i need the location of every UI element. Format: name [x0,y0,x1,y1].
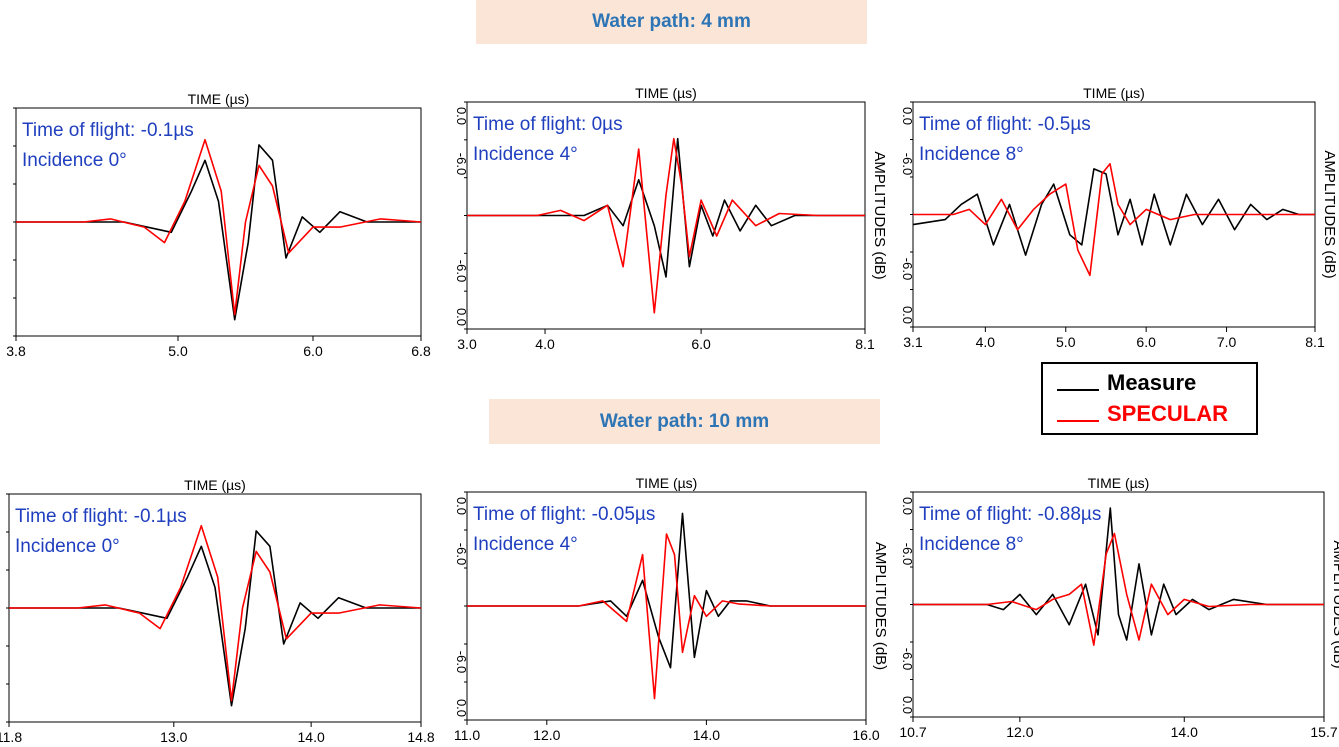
series-line-specular [913,532,1324,646]
x-tick-label: 16.0 [852,727,879,743]
series-line-measure [913,507,1324,641]
x-tick-label: 14.0 [693,727,720,743]
x-tick-label: 13.0 [160,729,187,745]
chart-legend: Measure SPECULAR [1041,362,1258,435]
chart-panel-4: TIME (µs) 11.8 13.0 14.0 14.8 Time of flight:… [0,477,435,745]
series-line-specular [467,137,865,314]
x-tick-label: 6.0 [303,343,323,359]
y-tick-label: -6.0 [454,651,469,673]
y-tick-label: -6.0 [900,648,915,670]
y-tick-label: -6.0 [900,153,915,175]
time-of-flight-annotation: Time of flight: -0.1µs [15,506,187,527]
x-tick-label: 8.1 [1305,334,1325,350]
series-line-specular [16,138,422,316]
water-path-10mm-banner: Water path: 10 mm [489,399,880,444]
x-tick-label: 8.1 [855,336,875,352]
x-axis-label: TIME (µs) [635,85,697,101]
x-tick-label: 3.0 [457,336,477,352]
x-tick-label: 5.0 [1056,334,1076,350]
y-tick-label: 0.0 [900,497,915,515]
x-tick-label: 4.0 [976,334,996,350]
x-axis-label: TIME (µs) [188,91,250,107]
x-tick-label: 14.0 [1171,724,1198,740]
chart-panel-2: TIME (µs) 3.0 4.0 6.0 8.1 0.0 -6.0 -6.0 0.0 AMPLI… [454,85,888,352]
time-of-flight-annotation: Time of flight: -0.05µs [473,504,655,525]
chart-panel-6: TIME (µs) 10.7 12.0 14.0 15.7 0.0 -6.0 -6.0 0.0 A… [899,475,1339,740]
x-tick-label: 5.0 [168,343,188,359]
y-tick-label: -6.0 [454,543,469,565]
x-tick-label: 14.8 [407,729,434,745]
chart-panel-5: TIME (µs) 11.0 12.0 14.0 16.0 0.0 -6.0 -6.0 0.0 A… [454,475,889,743]
x-tick-label: 4.0 [535,336,555,352]
x-tick-label: 12.0 [1006,724,1033,740]
x-axis-label: TIME (µs) [184,477,246,493]
y-tick-label: -6.0 [900,543,915,565]
series-line-measure [16,144,421,321]
time-of-flight-annotation: Time of flight: 0µs [473,114,623,135]
x-tick-label: 3.8 [6,343,26,359]
series-line-specular [467,533,866,700]
specular-swatch [1057,420,1099,422]
incidence-annotation: Incidence 4° [473,144,578,165]
water-path-4mm-banner: Water path: 4 mm [476,0,867,44]
y-tick-label: 0.0 [900,107,915,125]
y-tick-label: -6.0 [900,258,915,280]
x-tick-label: 12.0 [533,727,560,743]
y-tick-label: 0.0 [454,699,469,717]
x-axis-label: TIME (µs) [636,475,698,491]
time-of-flight-annotation: Time of flight: -0.5µs [919,114,1091,135]
x-tick-label: 6.8 [411,343,431,359]
incidence-annotation: Incidence 0° [22,150,127,171]
y-axis-label: AMPLITUDES (dB) [1330,540,1339,668]
y-tick-label: 0.0 [900,306,915,324]
incidence-annotation: Incidence 8° [919,534,1024,555]
series-line-measure [9,530,421,707]
y-tick-label: -6.0 [454,260,469,282]
x-tick-label: 7.0 [1217,334,1237,350]
series-line-specular [913,163,1315,277]
x-axis-label: TIME (µs) [1083,85,1145,101]
y-axis-label: AMPLITUDES (dB) [872,542,889,670]
series-line-measure [912,168,1315,256]
y-tick-label: -6.0 [454,153,469,175]
x-tick-label: 10.7 [899,724,926,740]
y-tick-label: 0.0 [454,107,469,125]
series-line-measure [467,137,865,278]
legend-entry-measure: Measure [1057,370,1196,396]
legend-specular-label: SPECULAR [1107,401,1229,426]
legend-measure-label: Measure [1107,370,1197,395]
chart-panel-1: TIME (µs) 3.8 5.0 6.0 6.8 Time of flight: -0.… [6,91,431,359]
series-line-specular [9,524,422,702]
incidence-annotation: Incidence 0° [15,536,120,557]
x-tick-label: 15.7 [1310,724,1337,740]
y-axis-label: AMPLITUDES (dB) [1321,150,1338,278]
time-of-flight-annotation: Time of flight: -0.1µs [22,120,194,141]
x-tick-label: 11.0 [454,727,480,743]
x-tick-label: 6.0 [691,336,711,352]
x-tick-label: 6.0 [1136,334,1156,350]
incidence-annotation: Incidence 8° [919,144,1024,165]
y-tick-label: 0.0 [454,497,469,515]
y-tick-label: 0.0 [900,696,915,714]
y-axis-label: AMPLITUDES (dB) [871,151,888,279]
measure-swatch [1057,389,1099,391]
series-line-measure [467,512,866,669]
x-tick-label: 11.8 [0,729,22,745]
legend-entry-specular: SPECULAR [1057,401,1228,427]
x-tick-label: 14.0 [298,729,325,745]
y-tick-label: 0.0 [454,308,469,326]
x-axis-label: TIME (µs) [1088,475,1150,491]
x-tick-label: 3.1 [903,334,923,350]
incidence-annotation: Incidence 4° [473,534,578,555]
time-of-flight-annotation: Time of flight: -0.88µs [919,504,1101,525]
chart-panel-3: TIME (µs) 3.1 4.0 5.0 6.0 7.0 8.1 0.0 -6.0 -6.0 0.… [900,85,1338,350]
